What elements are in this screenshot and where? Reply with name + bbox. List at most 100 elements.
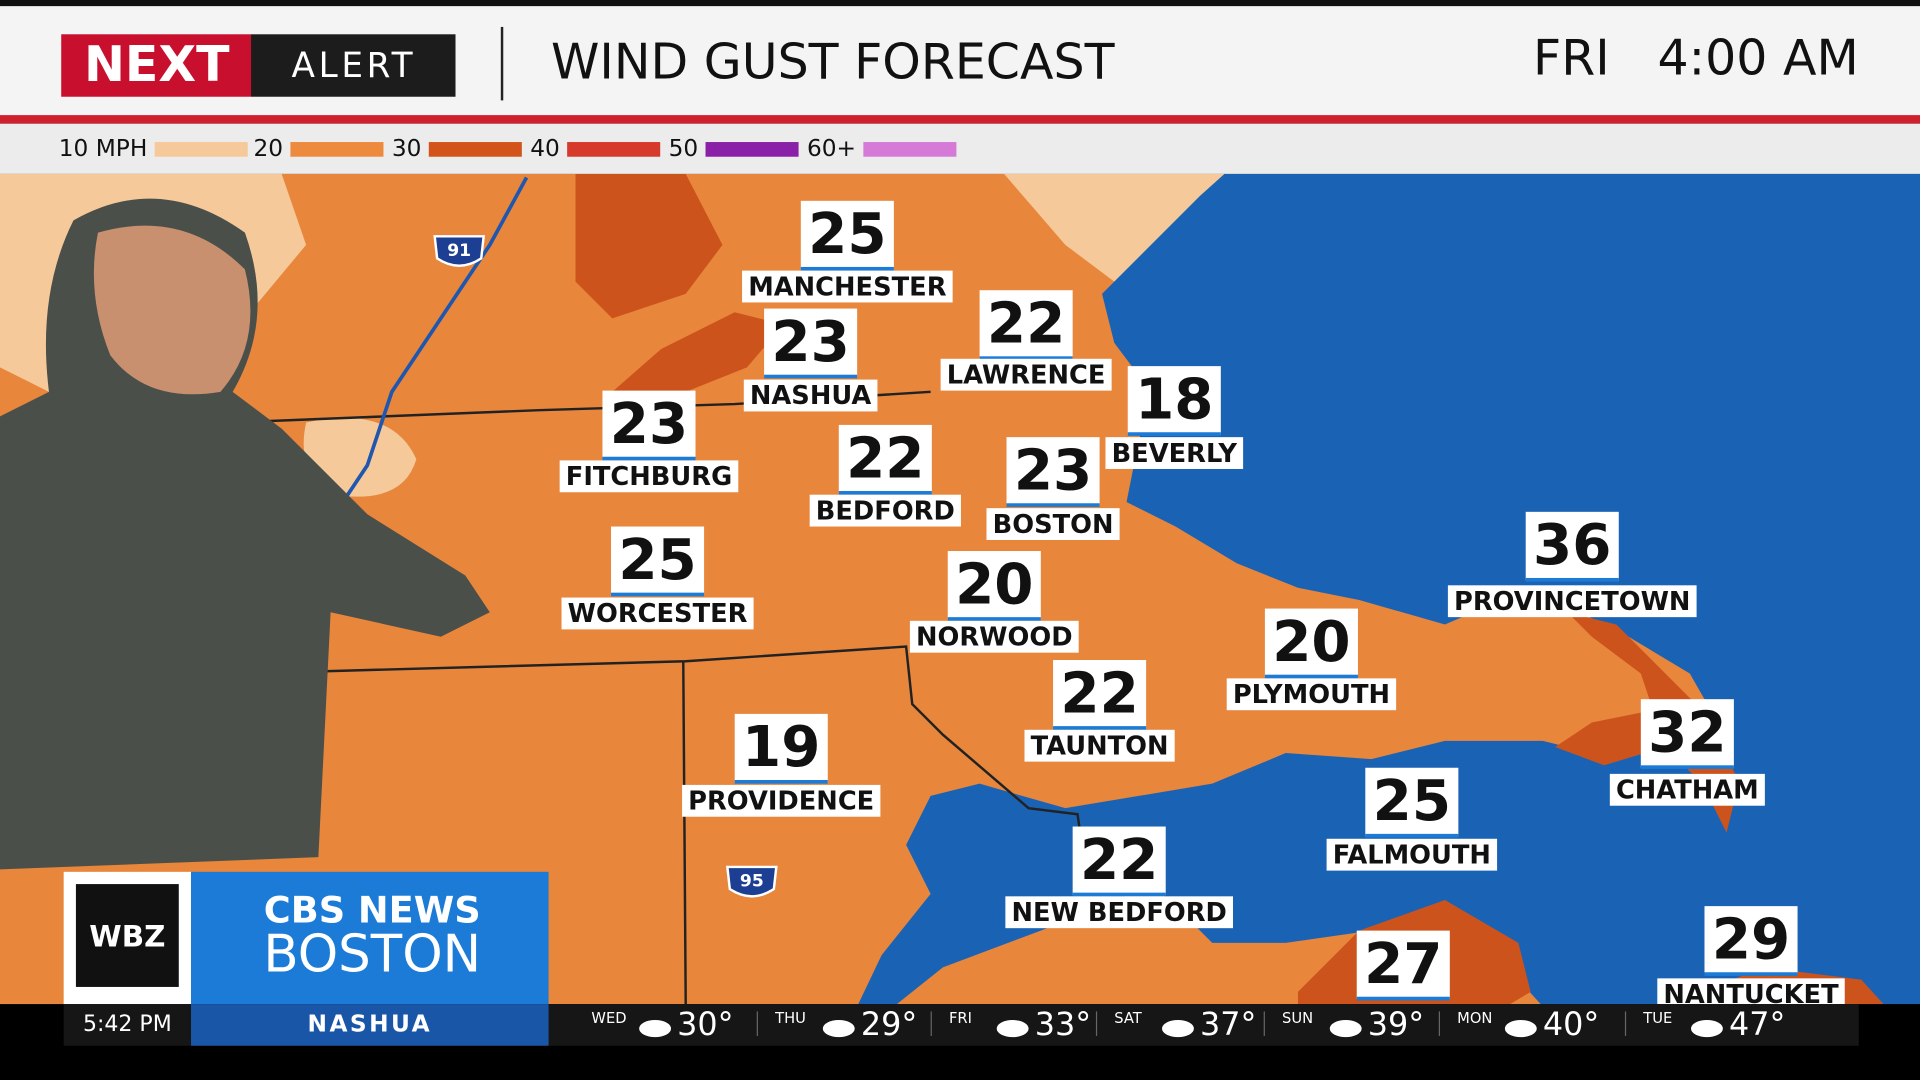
legend-bar	[0, 123, 1920, 174]
city-name: PROVIDENCE	[688, 787, 874, 817]
city-box	[1447, 585, 1697, 618]
gust-value: 25	[1373, 769, 1451, 834]
gust-box	[1356, 930, 1450, 1000]
gust-underline	[947, 617, 1041, 621]
gust-value: 18	[1135, 367, 1213, 432]
day-divider	[1095, 1011, 1098, 1036]
weather-icon	[1504, 1020, 1537, 1038]
gust-value: 25	[808, 202, 886, 267]
day-divider	[1624, 1011, 1627, 1036]
gust-value: 23	[610, 392, 688, 457]
gust-underline	[1127, 432, 1221, 436]
gust-area	[575, 173, 723, 319]
city-box	[682, 784, 881, 817]
day-name: MON	[1457, 1010, 1492, 1027]
gust-area	[1004, 173, 1225, 282]
shields: 91 95	[433, 235, 778, 898]
station-city: BOSTON	[263, 925, 481, 985]
city-name: FITCHBURG	[566, 462, 732, 492]
gust-underline	[800, 266, 894, 271]
city-name: TAUNTON	[1031, 731, 1169, 761]
day-divider	[1263, 1011, 1265, 1036]
day-temp: 37°	[1200, 1005, 1256, 1043]
legend-swatch	[154, 142, 248, 157]
day-divider	[1438, 1011, 1440, 1036]
gust-box	[800, 200, 894, 270]
legend-swatch	[290, 142, 384, 157]
city-name: NORWOOD	[916, 622, 1073, 652]
gust-underline	[1006, 503, 1100, 507]
city-box	[1105, 437, 1244, 469]
legend-label: 20	[253, 135, 283, 162]
city-box	[561, 597, 754, 630]
day-divider	[756, 1011, 758, 1036]
gust-underline	[764, 374, 858, 379]
gust-underline	[1525, 577, 1619, 582]
day-name: SAT	[1114, 1010, 1143, 1027]
legend: 10 MPH 20 30 40 50 60+	[59, 135, 957, 162]
weather-icon	[639, 1020, 672, 1038]
wbz-inner	[75, 884, 179, 987]
gust-underline	[734, 780, 828, 784]
city-name: CHATHAM	[1616, 776, 1759, 806]
gust-box	[1365, 767, 1459, 837]
city-name: BOSTON	[993, 510, 1114, 540]
logo-alert-box	[251, 34, 456, 97]
presenter-face	[93, 225, 251, 395]
shield	[433, 235, 486, 267]
legend-label: 30	[392, 135, 422, 162]
city-name: BEDFORD	[816, 496, 955, 526]
header-rule	[0, 115, 1920, 124]
gust-value: 25	[618, 528, 696, 593]
gust-value: 36	[1533, 513, 1611, 578]
shield-number: 95	[740, 872, 764, 892]
weather-icon	[1162, 1020, 1194, 1038]
city-box	[743, 379, 878, 412]
day-name: TUE	[1642, 1010, 1672, 1027]
gust-box	[979, 290, 1073, 359]
day-name: THU	[774, 1010, 806, 1027]
gust-underline	[1264, 674, 1358, 679]
state-border	[244, 645, 1085, 858]
gust-box	[1053, 660, 1147, 729]
city-labels: 25MANCHESTER23NASHUA22LAWRENCE23FITCHBUR…	[559, 200, 1845, 1011]
gust-box	[1127, 366, 1221, 435]
legend-swatch	[567, 142, 661, 157]
gust-underline	[979, 356, 1073, 360]
gust-box	[602, 390, 696, 460]
logo-next: NEXT	[84, 36, 230, 93]
weather-icon	[1329, 1020, 1362, 1038]
legend-label: 60+	[807, 135, 856, 162]
gust-underline	[1704, 972, 1798, 976]
state-border	[682, 661, 687, 1005]
station-box	[191, 871, 549, 1005]
weather-icon	[1691, 1020, 1723, 1038]
city-name: PLYMOUTH	[1233, 680, 1390, 710]
gust-underline	[1053, 726, 1147, 730]
day-name: WED	[591, 1010, 626, 1027]
city-box	[742, 270, 953, 303]
forecast-days: WED 30° THU 29° FRI 33° SAT 37° SUN 39° MON 40° TUE 4…	[591, 1005, 1785, 1043]
gust-box	[1525, 511, 1619, 581]
day-temp: 40°	[1543, 1005, 1599, 1043]
day-temp: 30°	[677, 1005, 733, 1043]
city-box	[986, 508, 1120, 540]
gust-value: 22	[1080, 828, 1158, 893]
gust-value: 22	[987, 292, 1065, 357]
gust-box	[611, 526, 705, 596]
river	[316, 176, 529, 540]
city-name: NASHUA	[750, 381, 872, 411]
gust-value: 20	[955, 552, 1033, 617]
city-name: WORCESTER	[568, 599, 748, 629]
gust-box	[734, 713, 828, 783]
city-box	[1609, 773, 1765, 806]
city-box	[1005, 896, 1234, 929]
gust-underline	[602, 456, 696, 461]
gust-box	[1072, 826, 1166, 896]
day-temp: 29°	[861, 1005, 917, 1043]
city-box	[1226, 678, 1397, 711]
gust-box	[764, 308, 858, 378]
city-name: PROVINCETOWN	[1454, 587, 1690, 617]
